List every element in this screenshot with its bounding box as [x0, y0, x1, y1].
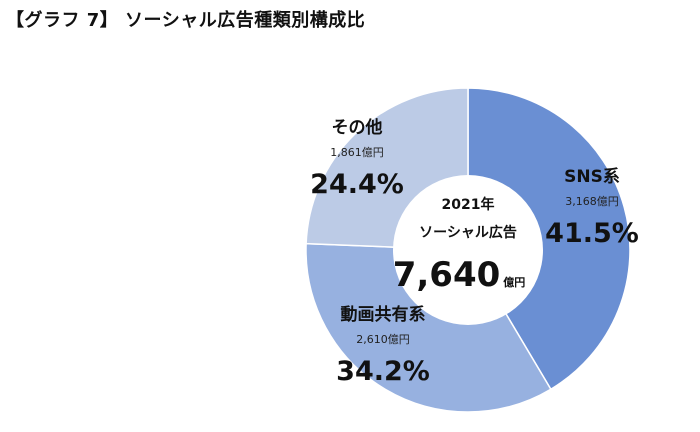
slice-label-other: その他 1,861億円 24.4%	[310, 117, 404, 200]
center-category-label: ソーシャル広告	[419, 224, 517, 241]
slice-name-other: その他	[332, 117, 383, 138]
slice-video-sharing	[305, 242, 552, 413]
slice-sns	[467, 87, 631, 391]
chart-title: 【グラフ 7】 ソーシャル広告種類別構成比	[6, 10, 366, 31]
center-year-label: 2021年	[442, 196, 495, 213]
slice-percent-video-sharing: 34.2%	[336, 356, 430, 387]
slice-amount-sns: 3,168億円	[565, 195, 619, 208]
slice-percent-other: 24.4%	[310, 169, 404, 200]
center-total-unit: 億円	[503, 275, 525, 289]
center-total: 7,640 億円	[393, 255, 526, 295]
slice-amount-video-sharing: 2,610億円	[356, 333, 410, 346]
slice-name-video-sharing: 動画共有系	[341, 304, 426, 325]
slice-name-sns: SNS系	[564, 167, 620, 187]
slice-percent-sns: 41.5%	[545, 218, 639, 249]
center-total-value: 7,640	[393, 255, 501, 295]
donut-hole	[393, 175, 543, 325]
slice-label-video-sharing: 動画共有系 2,610億円 34.2%	[336, 304, 430, 387]
slice-labels: SNS系 3,168億円 41.5% 動画共有系 2,610億円 34.2% その他 1,86…	[310, 117, 639, 387]
slice-amount-other: 1,861億円	[330, 146, 384, 159]
slice-label-sns: SNS系 3,168億円 41.5%	[545, 167, 639, 249]
